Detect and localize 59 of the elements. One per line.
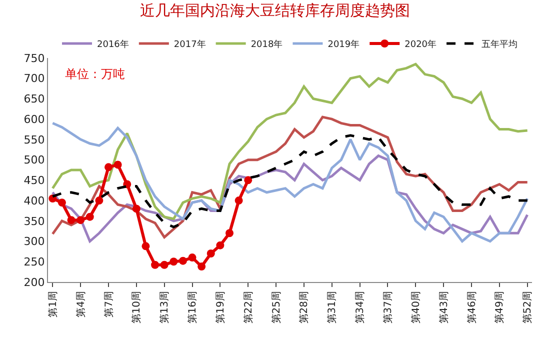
point: [226, 229, 234, 238]
x-tick-label: 第16周: [186, 291, 199, 324]
legend-label: 2019年: [328, 39, 360, 50]
y-tick-label: 250: [24, 255, 45, 268]
point: [206, 249, 215, 258]
y-tick-label: 500: [24, 154, 45, 167]
point: [198, 262, 206, 271]
x-tick-label: 第49周: [494, 291, 506, 324]
line-series: [51, 62, 529, 220]
point: [76, 216, 85, 224]
point: [132, 204, 140, 213]
point: [95, 196, 104, 205]
point: [244, 176, 252, 184]
y-tick-label: 450: [24, 174, 45, 188]
y-tick-label: 750: [24, 52, 45, 65]
point: [86, 212, 94, 221]
x-tick-label: 第10周: [130, 291, 143, 324]
point: [58, 198, 66, 207]
point: [67, 216, 76, 224]
point: [114, 160, 122, 169]
y-tick-label: 700: [24, 72, 45, 86]
point: [142, 242, 150, 250]
x-tick-label: 第34周: [354, 291, 366, 324]
y-tick-label: 400: [24, 194, 45, 208]
chart-title: 近几年国内沿海大豆结转库存周度趋势图: [140, 2, 410, 20]
y-tick-label: 300: [24, 235, 45, 248]
x-tick-label: 第25周: [270, 291, 282, 324]
x-tick-label: 第28周: [298, 291, 310, 324]
point: [104, 163, 112, 172]
point: [234, 196, 243, 205]
y-tick-label: 550: [24, 133, 45, 146]
point: [170, 258, 178, 266]
x-tick-label: 第46周: [466, 291, 478, 324]
y-tick-label: 600: [24, 112, 45, 126]
legend-label: 2020年: [404, 39, 437, 50]
point: [216, 241, 224, 250]
x-tick-label: 第40周: [410, 291, 422, 324]
point: [160, 260, 168, 269]
point: [188, 254, 196, 262]
legend-label: 五年平均: [482, 39, 518, 50]
y-tick-label: 650: [24, 92, 45, 106]
x-tick-label: 第31周: [326, 291, 338, 324]
x-tick-label: 第13周: [158, 291, 171, 324]
annotation: 单位：万吨: [65, 67, 125, 81]
y-tick-label: 350: [24, 214, 45, 228]
legend-label: 2017年: [174, 39, 206, 50]
y-tick-label: 200: [24, 276, 45, 289]
x-tick-label: 第43周: [438, 291, 450, 324]
point: [178, 256, 187, 265]
x-tick-label: 第1周: [46, 291, 59, 318]
x-tick-label: 第4周: [74, 291, 87, 318]
legend-label: 2018年: [250, 39, 283, 50]
legend-label: 2016年: [97, 39, 129, 50]
point: [151, 260, 160, 269]
x-tick-label: 第37周: [382, 291, 394, 324]
x-tick-label: 第52周: [522, 291, 534, 324]
x-tick-label: 第19周: [214, 291, 226, 324]
x-tick-label: 第7周: [102, 291, 115, 318]
x-tick-label: 第22周: [242, 291, 254, 324]
